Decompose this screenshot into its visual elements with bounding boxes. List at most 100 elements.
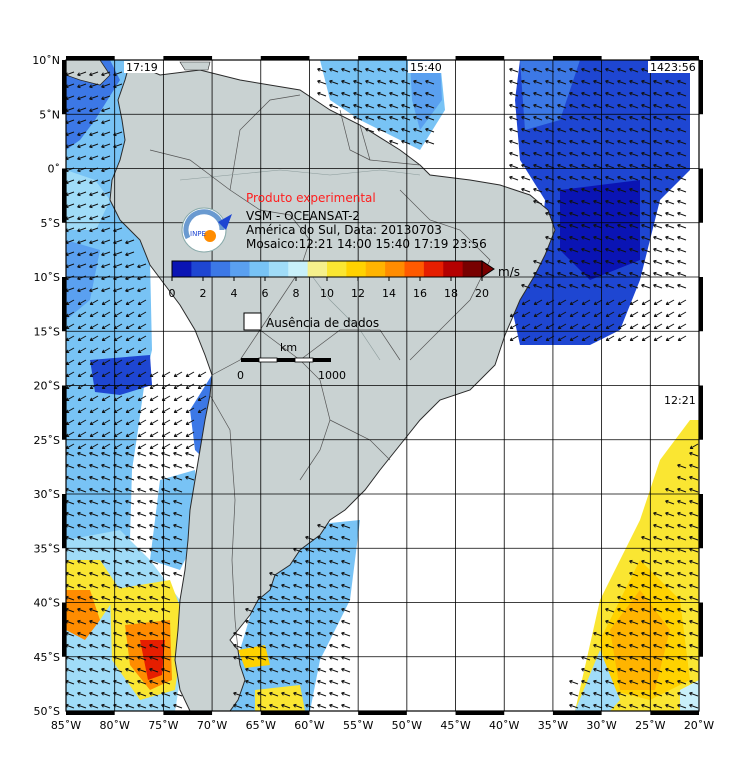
wind-arrow-head xyxy=(281,692,284,696)
wind-arrow xyxy=(317,596,327,601)
wind-arrow xyxy=(293,548,303,553)
wind-arrow xyxy=(317,560,327,565)
wind-arrow-head xyxy=(569,176,572,180)
wind-arrow xyxy=(617,212,627,217)
wind-arrow xyxy=(509,80,519,85)
wind-arrow xyxy=(101,524,111,529)
wind-arrow-head xyxy=(305,548,308,552)
wind-arrow-head xyxy=(689,680,692,684)
wind-arrow xyxy=(593,656,603,661)
colorbar-tick-label: 4 xyxy=(231,287,238,300)
wind-arrow-head xyxy=(605,80,608,84)
wind-arrow xyxy=(257,680,267,685)
wind-arrow-head xyxy=(281,680,284,684)
wind-arrow-head xyxy=(101,644,104,648)
colorbar-segment xyxy=(210,261,231,277)
wind-arrow-head xyxy=(533,152,536,156)
wind-arrow xyxy=(149,548,159,553)
wind-arrow xyxy=(557,128,567,133)
wind-arrow-head xyxy=(557,176,560,180)
wind-arrow-head xyxy=(545,236,548,240)
wind-arrow-head xyxy=(665,572,668,576)
wind-arrow-head xyxy=(629,68,632,72)
wind-arrow-head xyxy=(89,110,93,113)
wind-arrow-head xyxy=(185,464,188,468)
wind-arrow-head xyxy=(557,68,560,72)
wind-arrow xyxy=(557,188,567,193)
wind-arrow xyxy=(605,284,615,289)
wind-arrow xyxy=(629,116,639,121)
wind-arrow xyxy=(101,227,111,232)
wind-arrow xyxy=(317,644,327,649)
wind-arrow xyxy=(89,488,99,493)
wind-arrow xyxy=(101,668,111,673)
wind-arrow-head xyxy=(317,68,320,72)
wind-arrow xyxy=(77,668,87,673)
wind-arrow xyxy=(557,80,567,85)
wind-arrow-head xyxy=(233,692,236,696)
wind-arrow-head xyxy=(593,632,596,636)
wind-arrow xyxy=(533,272,543,277)
wind-arrow xyxy=(149,383,159,389)
wind-arrow xyxy=(593,260,603,265)
wind-arrow xyxy=(89,71,99,76)
wind-arrow xyxy=(66,656,75,661)
wind-arrow-head xyxy=(125,596,128,600)
wind-arrow-head xyxy=(401,80,404,84)
wind-arrow-head xyxy=(593,80,596,84)
wind-arrow-head xyxy=(557,200,560,204)
wind-arrow-head xyxy=(689,464,692,468)
wind-arrow xyxy=(557,260,567,265)
wind-arrow-head xyxy=(665,512,668,516)
wind-arrow xyxy=(509,311,519,317)
experimental-label: Produto experimental xyxy=(246,191,376,205)
wind-arrow xyxy=(149,572,159,577)
wind-arrow xyxy=(401,92,411,97)
wind-arrow-head xyxy=(125,548,128,552)
lon-label: 30˚W xyxy=(586,719,616,732)
wind-arrow xyxy=(641,248,651,253)
wind-arrow xyxy=(293,656,303,661)
wind-arrow xyxy=(593,200,603,205)
wind-arrow xyxy=(605,68,615,73)
wind-arrow xyxy=(137,263,147,268)
wind-arrow xyxy=(425,104,435,109)
wind-arrow-head xyxy=(317,608,320,612)
wind-arrow-head xyxy=(269,692,272,696)
wind-arrow-head xyxy=(401,116,404,120)
wind-arrow-head xyxy=(641,212,644,216)
wind-arrow xyxy=(605,104,615,109)
wind-arrow xyxy=(77,335,87,341)
wind-arrow xyxy=(617,596,627,601)
wind-arrow xyxy=(101,584,111,589)
wind-arrow-head xyxy=(341,560,344,564)
wind-arrow xyxy=(509,152,519,157)
wind-arrow-head xyxy=(521,80,524,84)
wind-arrow-head xyxy=(305,656,308,660)
wind-arrow-head xyxy=(653,140,656,144)
wind-arrow xyxy=(89,608,99,613)
wind-arrow-head xyxy=(641,608,644,612)
wind-arrow-head xyxy=(293,656,296,660)
wind-arrow-head xyxy=(641,152,644,156)
wind-arrow-head xyxy=(641,284,644,288)
wind-arrow-head xyxy=(377,68,380,72)
wind-arrow-head xyxy=(617,104,620,108)
wind-arrow xyxy=(137,395,147,401)
colorbar-segment xyxy=(172,261,192,277)
wind-arrow xyxy=(66,548,75,553)
wind-arrow xyxy=(581,176,591,181)
wind-arrow-head xyxy=(365,104,368,108)
wind-arrow-head xyxy=(413,128,416,132)
wind-arrow xyxy=(197,395,207,401)
wind-arrow xyxy=(533,116,543,121)
wind-arrow-head xyxy=(677,260,680,264)
wind-arrow xyxy=(617,116,627,121)
wind-arrow xyxy=(137,656,147,661)
wind-arrow xyxy=(173,452,183,457)
wind-arrow xyxy=(665,548,675,553)
wind-arrow xyxy=(413,80,423,85)
wind-arrow xyxy=(365,92,375,97)
wind-arrow-head xyxy=(173,524,176,528)
wind-arrow-head xyxy=(629,572,632,576)
